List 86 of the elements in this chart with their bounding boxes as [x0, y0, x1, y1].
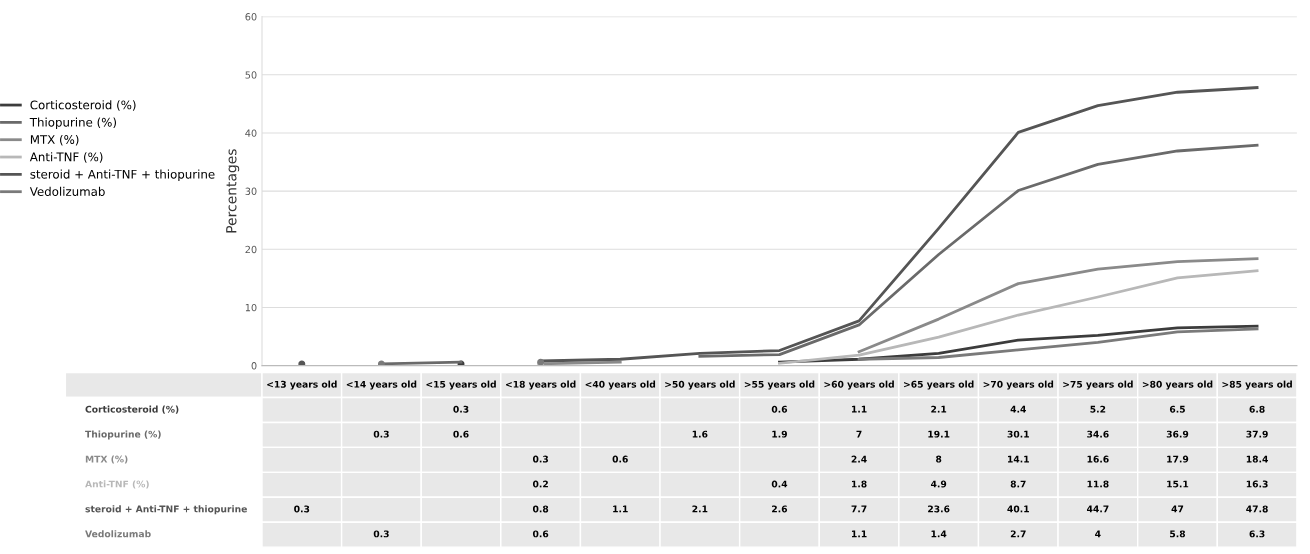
data-label: 0.3 [532, 455, 549, 463]
data-label: 8 [936, 455, 942, 463]
data-label: 0.6 [612, 455, 628, 463]
data-label: 6.8 [1249, 405, 1265, 413]
data-label: 4.4 [1010, 405, 1026, 413]
x-tick-label: >80 years old [1142, 380, 1213, 390]
y-tick-label: 20 [245, 245, 257, 254]
data-label: 2.7 [1010, 530, 1026, 538]
data-label: 23.6 [928, 505, 950, 513]
text: MTX (%) [85, 455, 128, 464]
data-label: 19.1 [928, 430, 950, 438]
data-label: 1.9 [772, 430, 787, 438]
legend-label: MTX (%) [30, 134, 79, 146]
data-label: 1.1 [613, 505, 628, 513]
data-label: 5.2 [1090, 405, 1106, 413]
data-label: 18.4 [1246, 455, 1268, 463]
legend-label: Thiopurine (%) [29, 117, 116, 129]
data-label: 47 [1171, 505, 1184, 513]
text: Vedolizumab [85, 530, 151, 538]
data-label: 1.1 [851, 530, 867, 538]
x-tick-label: >75 years old [1063, 380, 1133, 390]
x-tick-label: <15 years old [426, 380, 496, 390]
x-tick-label: >50 years old [665, 380, 735, 390]
text: steroid + Anti-TNF + thiopurine [85, 505, 247, 515]
data-label: 6.5 [1169, 405, 1185, 413]
data-label: 1.6 [692, 430, 708, 438]
legend-label: steroid + Anti-TNF + thiopurine [30, 169, 215, 181]
data-label: 0.3 [294, 505, 310, 513]
data-label: 1.8 [851, 480, 867, 488]
data-label: 16.3 [1246, 480, 1268, 488]
data-label: 0.6 [453, 430, 469, 438]
y-tick-label: 40 [245, 129, 257, 137]
data-label: 34.6 [1087, 430, 1109, 438]
data-label: 15.1 [1167, 480, 1189, 488]
data-label: 0.2 [532, 480, 548, 488]
data-label: 14.1 [1008, 455, 1029, 463]
data-label: 7 [856, 430, 862, 438]
data-label: 37.9 [1246, 430, 1268, 438]
y-tick-label: 10 [245, 303, 257, 312]
text: Anti-TNF (%) [85, 480, 149, 489]
data-label: 2.6 [772, 505, 788, 513]
text: Corticosteroid (%) [85, 405, 179, 414]
data-label: 30.1 [1007, 430, 1029, 438]
data-label: 6.3 [1249, 530, 1265, 538]
data-label: 2.1 [931, 405, 947, 413]
legend-label: Anti-TNF (%) [29, 152, 103, 163]
data-label: 2.4 [851, 455, 867, 463]
data-label: 0.3 [453, 405, 469, 413]
x-tick-label: <40 years old [585, 380, 656, 390]
data-label: 4 [1095, 530, 1101, 538]
x-tick-label: >70 years old [983, 380, 1054, 390]
data-label: 16.6 [1087, 455, 1109, 463]
data-label: 1.4 [931, 530, 947, 538]
x-tick-label: >55 years old [744, 380, 815, 390]
y-tick-label: 60 [245, 13, 257, 21]
data-label: 0.6 [532, 530, 549, 538]
data-label: 0.4 [771, 480, 788, 488]
data-label: 0.3 [373, 530, 389, 538]
y-tick-label: 50 [245, 71, 257, 79]
data-label: 36.9 [1166, 430, 1189, 438]
data-label: 4.9 [930, 480, 947, 488]
data-label: 44.7 [1086, 505, 1109, 513]
legend-label: Vedolizumab [29, 186, 105, 196]
data-label: 5.8 [1170, 530, 1186, 538]
text: Thiopurine (%) [85, 430, 161, 440]
data-label: 0.6 [771, 405, 788, 413]
y-tick-label: 30 [245, 187, 257, 195]
data-label: 47.8 [1246, 505, 1268, 513]
x-tick-label: <13 years old [267, 380, 337, 390]
x-tick-label: >85 years old [1222, 380, 1292, 390]
data-label: 0.8 [532, 505, 549, 513]
data-label: 17.9 [1167, 455, 1189, 463]
y-axis-title: Percentages [226, 149, 240, 233]
data-label: 0.3 [373, 430, 389, 438]
legend-label: Corticosteroid (%) [30, 100, 136, 111]
x-tick-label: >60 years old [824, 380, 894, 390]
data-label: 40.1 [1007, 505, 1029, 513]
data-label: 2.1 [692, 505, 708, 513]
data-label: 7.7 [851, 505, 867, 513]
data-label: 11.8 [1087, 480, 1109, 488]
data-label: 8.7 [1010, 480, 1026, 488]
x-tick-label: <18 years old [506, 380, 576, 390]
y-tick-label: 0 [251, 362, 257, 370]
data-label: 1.1 [851, 405, 867, 413]
x-tick-label: <14 years old [346, 380, 417, 390]
x-tick-label: >65 years old [904, 380, 974, 390]
